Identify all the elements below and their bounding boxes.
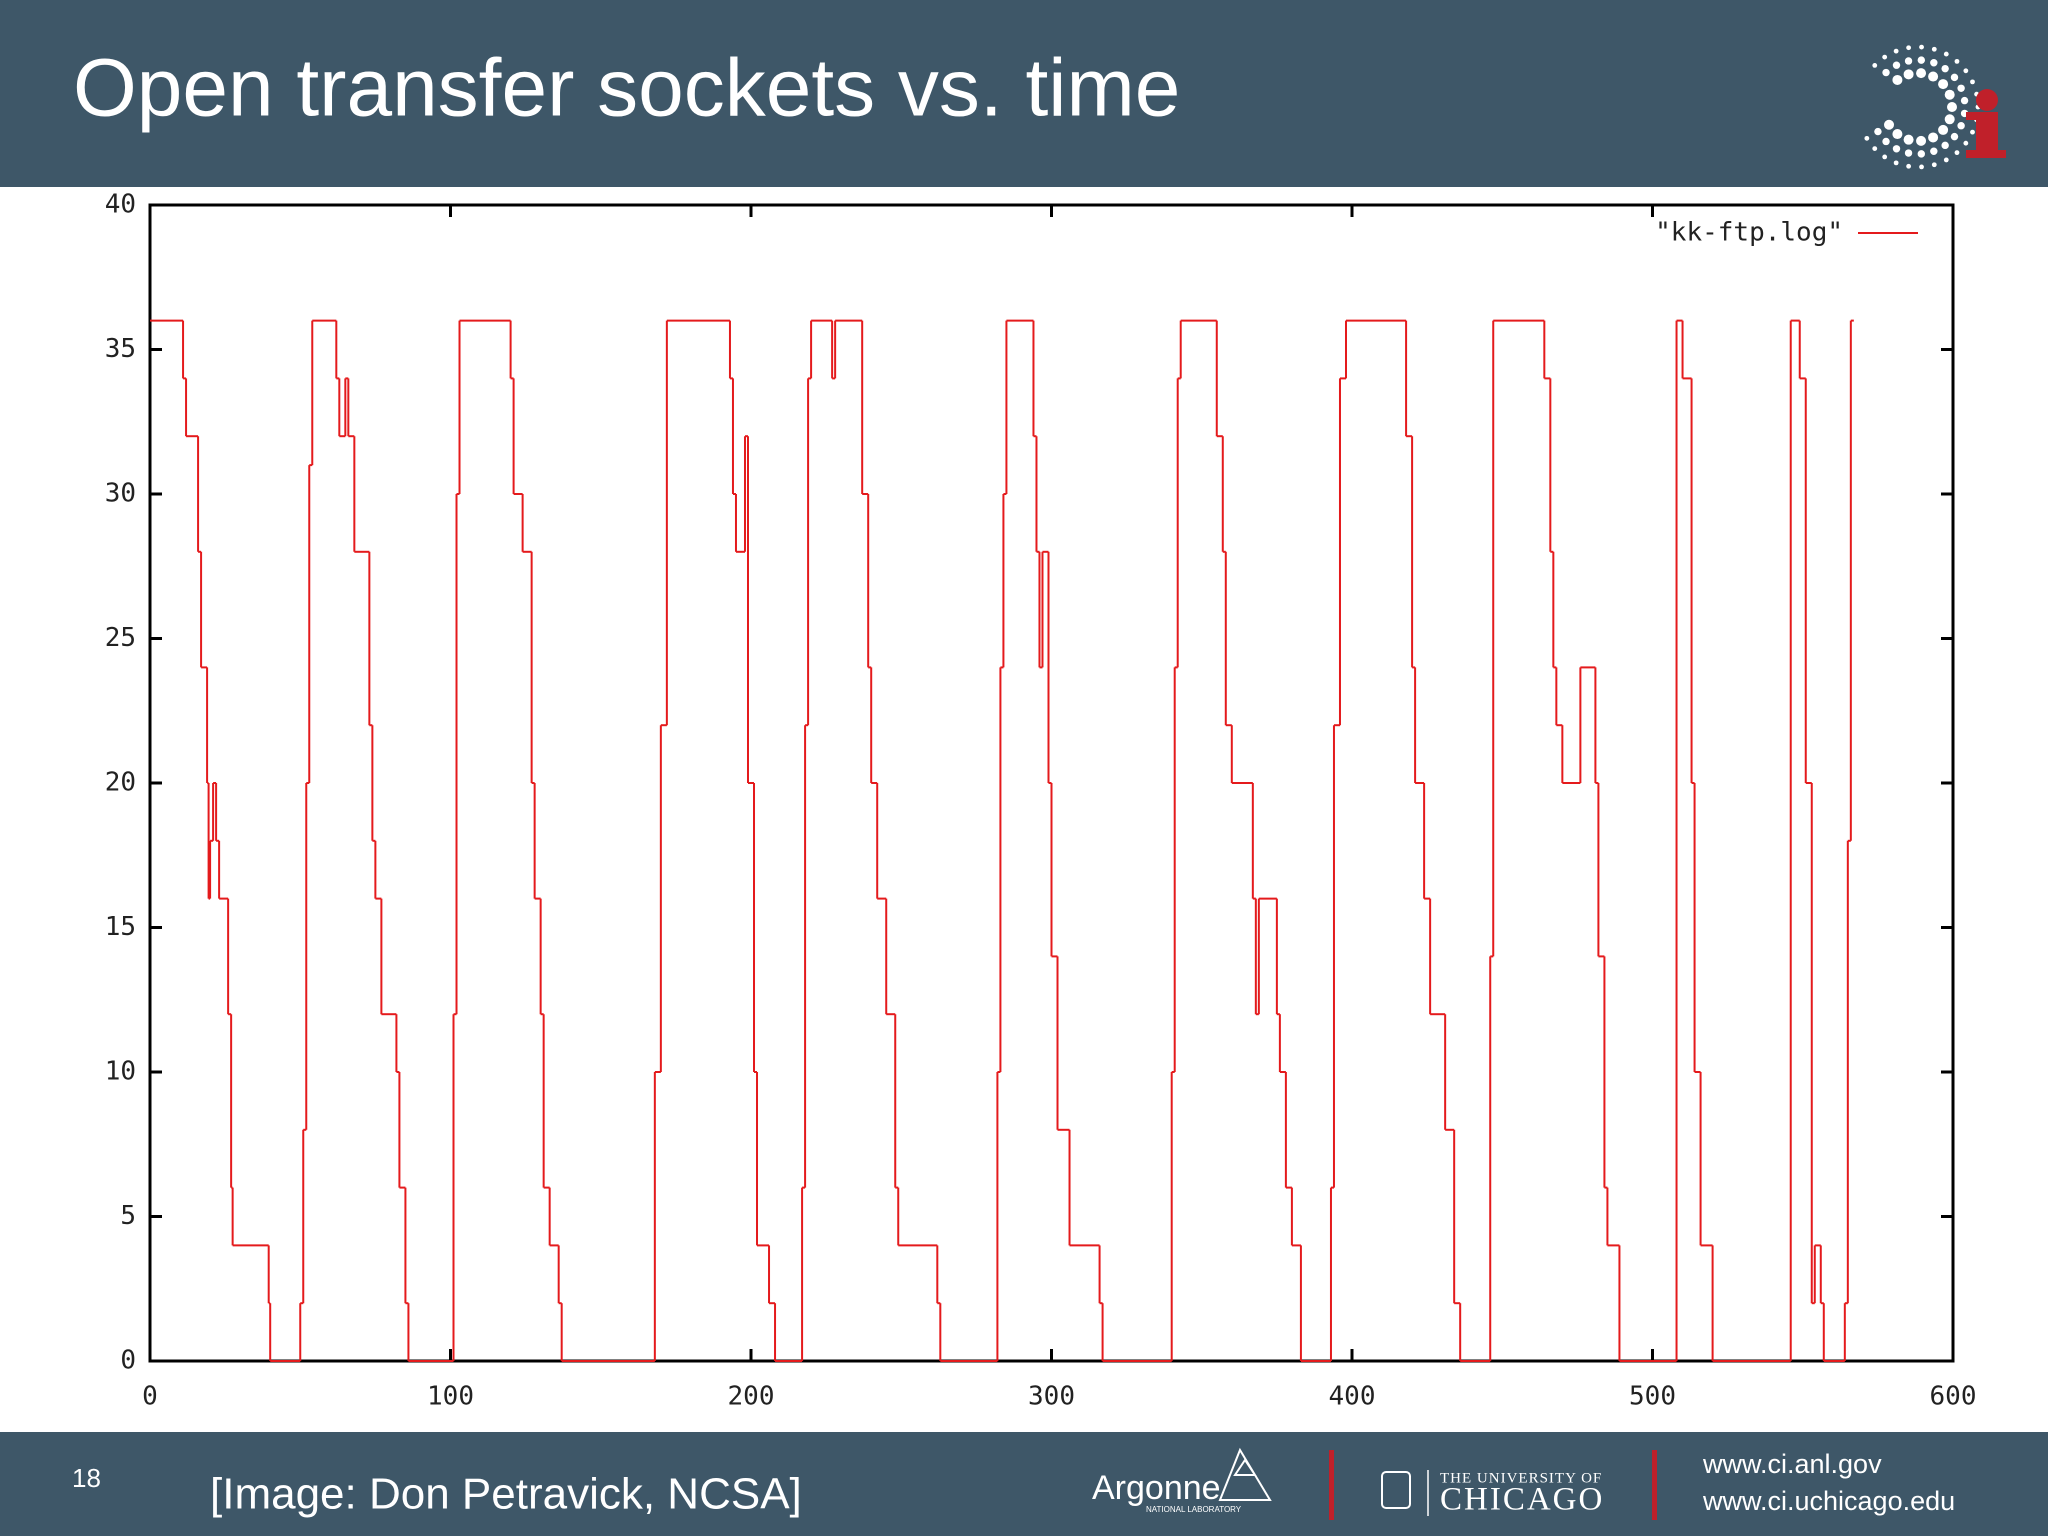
y-tick-label: 10 <box>105 1057 136 1087</box>
y-tick-label: 25 <box>105 623 136 653</box>
logo-dot <box>1884 119 1895 130</box>
logo-dot <box>1906 163 1912 169</box>
logo-dot <box>1944 114 1955 125</box>
y-tick-label: 0 <box>120 1346 136 1376</box>
logo-dot <box>1892 74 1903 85</box>
x-tick-label: 400 <box>1329 1382 1376 1412</box>
logo-dot <box>1944 89 1955 100</box>
logo-dot <box>1892 145 1901 153</box>
image-credit: [Image: Don Petravick, NCSA] <box>210 1470 802 1519</box>
divider <box>1329 1450 1334 1520</box>
logo-dot <box>1882 54 1888 60</box>
logo-dot <box>1893 160 1899 166</box>
logo-dot <box>1892 129 1903 140</box>
logo-dot <box>1931 162 1937 168</box>
logo-dot <box>1903 69 1914 80</box>
y-tick-label: 15 <box>105 912 136 942</box>
x-tick-label: 500 <box>1629 1382 1676 1412</box>
logo-dot <box>1950 73 1959 82</box>
logo-dot <box>1954 58 1960 64</box>
y-tick-label: 40 <box>105 190 136 220</box>
logo-dot <box>1928 132 1939 143</box>
logo-dot <box>1864 135 1870 141</box>
logo-dot <box>1893 48 1899 54</box>
logo-dot <box>1957 84 1965 92</box>
logo-dot <box>1957 122 1965 130</box>
logo-dot <box>1938 79 1949 90</box>
url: www.ci.anl.gov <box>1702 1449 1882 1479</box>
logo-dot <box>1882 137 1890 146</box>
uchicago-name: CHICAGO <box>1440 1482 1604 1518</box>
logo-dot <box>1882 154 1888 160</box>
x-tick-label: 200 <box>728 1382 775 1412</box>
ci-logo <box>1864 44 2006 170</box>
logo-dot <box>1903 134 1914 145</box>
argonne-sub: NATIONAL LABORATORY <box>1146 1505 1242 1514</box>
uchicago-top: THE UNIVERSITY OF <box>1440 1470 1602 1486</box>
uchicago-crest <box>1381 1471 1411 1509</box>
logo-dot <box>1943 51 1949 57</box>
logo-dot <box>1970 129 1975 135</box>
logo-dot <box>1919 164 1924 170</box>
x-tick-label: 600 <box>1930 1382 1977 1412</box>
logo-dot <box>1947 102 1957 112</box>
logo-dot <box>1919 44 1924 50</box>
logo-dot <box>1963 140 1969 146</box>
logo-dot <box>1941 141 1949 150</box>
logo-dot <box>1930 59 1938 67</box>
logo-dot <box>1938 124 1949 135</box>
y-tick-label: 30 <box>105 479 136 509</box>
logo-dot <box>1950 132 1959 141</box>
logo-dot <box>1930 147 1938 155</box>
logo-dot <box>1917 56 1926 64</box>
y-tick-label: 5 <box>120 1201 136 1231</box>
footer-band <box>0 1432 2048 1536</box>
logo-dot <box>1941 64 1949 73</box>
divider <box>1652 1450 1657 1520</box>
logo-dot <box>1906 45 1912 51</box>
y-tick-label: 20 <box>105 768 136 798</box>
y-tick-label: 35 <box>105 334 136 364</box>
logo-dot <box>1904 149 1913 157</box>
logo-dot <box>1882 68 1890 77</box>
page-number: 18 <box>72 1463 101 1493</box>
x-tick-label: 100 <box>427 1382 474 1412</box>
logo-dot <box>1904 57 1913 65</box>
logo-dot <box>1916 68 1927 79</box>
logo-dot <box>1892 61 1901 69</box>
slide-title: Open transfer sockets vs. time <box>73 43 1180 134</box>
x-tick-label: 0 <box>142 1382 158 1412</box>
logo-dot <box>1943 157 1949 163</box>
legend-label: "kk-ftp.log" <box>1655 218 1843 248</box>
logo-dot <box>1931 46 1937 52</box>
logo-dot <box>1954 150 1960 156</box>
logo-dot <box>1872 63 1878 68</box>
logo-dot <box>1928 71 1939 82</box>
logo-dot <box>1916 135 1927 146</box>
argonne-icon <box>1218 1447 1272 1501</box>
logo-dot <box>1917 150 1926 158</box>
x-tick-label: 300 <box>1028 1382 1075 1412</box>
header-band <box>0 0 2048 187</box>
logo-dot <box>1872 146 1878 151</box>
argonne-logo: Argonne <box>1092 1469 1221 1507</box>
logo-dot <box>1970 79 1975 85</box>
logo-dot <box>1963 68 1969 74</box>
logo-dot <box>1874 127 1882 136</box>
url: www.ci.uchicago.edu <box>1702 1486 1955 1516</box>
logo-dot <box>1960 96 1969 105</box>
